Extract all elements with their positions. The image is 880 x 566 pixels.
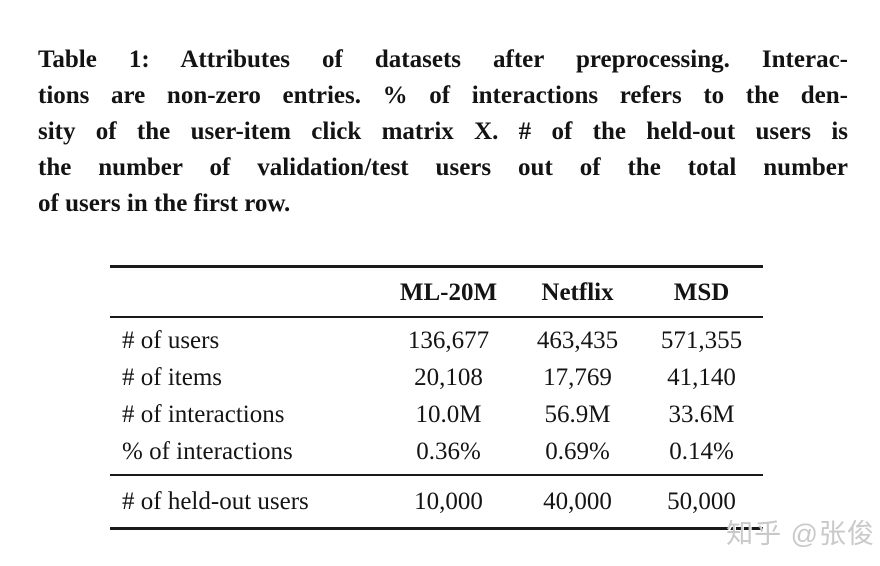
column-header-netflix: Netflix	[541, 278, 614, 306]
caption-line-3: sity of the user-item click matrix X. # …	[38, 118, 848, 145]
table-mid-rule-bottom	[110, 474, 763, 476]
table-row-held-out-users: # of held-out users 10,000 40,000 50,000	[110, 476, 763, 527]
row-label: % of interactions	[122, 438, 293, 465]
table-row-items: # of items 20,108 17,769 41,140	[110, 359, 763, 396]
column-header-msd: MSD	[673, 278, 730, 306]
caption-line-4: the number of validation/test users out …	[38, 154, 848, 181]
cell-value: 17,769	[543, 364, 612, 391]
cell-value: 10.0M	[415, 401, 482, 428]
cell-value: 0.14%	[669, 438, 734, 465]
caption-line-2: tions are non-zero entries. % of interac…	[38, 82, 848, 109]
table-top-rule	[110, 265, 763, 268]
cell-value: 33.6M	[668, 401, 735, 428]
table-caption: Table 1: Attributes of datasets after pr…	[38, 42, 848, 222]
table-row-users: # of users 136,677 463,435 571,355	[110, 322, 763, 359]
caption-line-5: of users in the first row.	[38, 190, 291, 217]
row-label: # of interactions	[122, 401, 285, 428]
zhihu-watermark: 知乎 @张俊	[726, 519, 875, 549]
column-header-ml20m: ML-20M	[399, 278, 498, 306]
table-bottom-rule	[110, 527, 763, 530]
table-body: # of users 136,677 463,435 571,355 # of …	[110, 318, 763, 474]
cell-value: 136,677	[407, 327, 490, 354]
caption-line-1: Table 1: Attributes of datasets after pr…	[38, 46, 848, 73]
datasets-table: ML-20M Netflix MSD # of users 136,677 46…	[110, 265, 763, 530]
cell-value: 56.9M	[544, 401, 611, 428]
row-label: # of held-out users	[122, 488, 309, 515]
cell-value: 20,108	[414, 364, 483, 391]
cell-value: 571,355	[660, 327, 743, 354]
table-header-row: ML-20M Netflix MSD	[110, 268, 763, 316]
table-row-interaction-density: % of interactions 0.36% 0.69% 0.14%	[110, 433, 763, 470]
cell-value: 41,140	[667, 364, 736, 391]
cell-value: 0.69%	[545, 438, 610, 465]
cell-value: 40,000	[543, 488, 612, 515]
table-mid-rule-top	[110, 316, 763, 318]
cell-value: 50,000	[667, 488, 736, 515]
row-label: # of items	[122, 364, 222, 391]
cell-value: 0.36%	[416, 438, 481, 465]
row-label: # of users	[122, 327, 220, 354]
cell-value: 10,000	[414, 488, 483, 515]
table-row-interactions: # of interactions 10.0M 56.9M 33.6M	[110, 396, 763, 433]
cell-value: 463,435	[536, 327, 619, 354]
